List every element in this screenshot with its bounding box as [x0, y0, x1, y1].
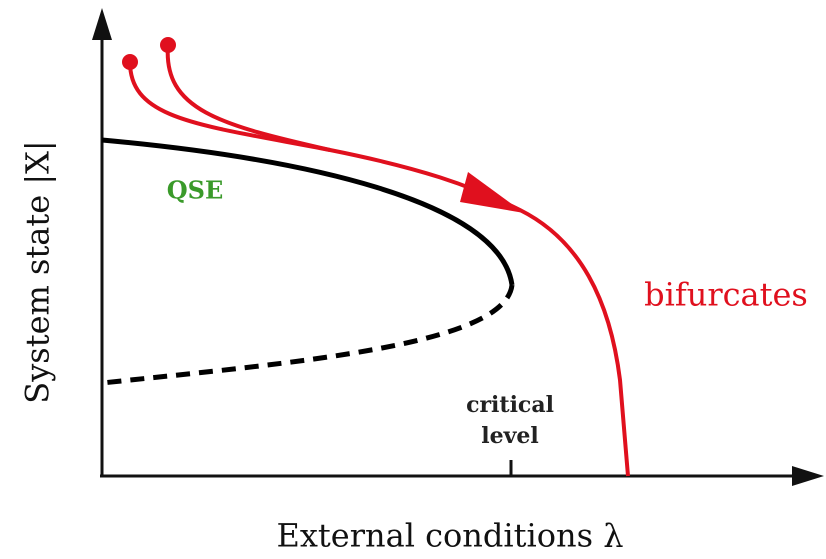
bifurcates-label: bifurcates: [644, 276, 808, 314]
x-axis-label: External conditions λ: [277, 517, 624, 555]
trajectory: [165, 44, 331, 152]
y-axis-arrow: [92, 8, 112, 40]
start-dot: [122, 54, 138, 70]
qse-label: QSE: [167, 176, 224, 205]
unstable-branch: [101, 284, 515, 386]
trajectory-arrow: [460, 172, 524, 213]
start-dot: [160, 37, 176, 53]
critical-label: level: [481, 423, 539, 449]
y-axis-label: System state |X|: [19, 140, 57, 403]
x-axis-arrow: [792, 466, 824, 486]
critical-label: critical: [466, 392, 554, 418]
stable-branch: [101, 137, 515, 286]
trajectory: [128, 61, 630, 477]
